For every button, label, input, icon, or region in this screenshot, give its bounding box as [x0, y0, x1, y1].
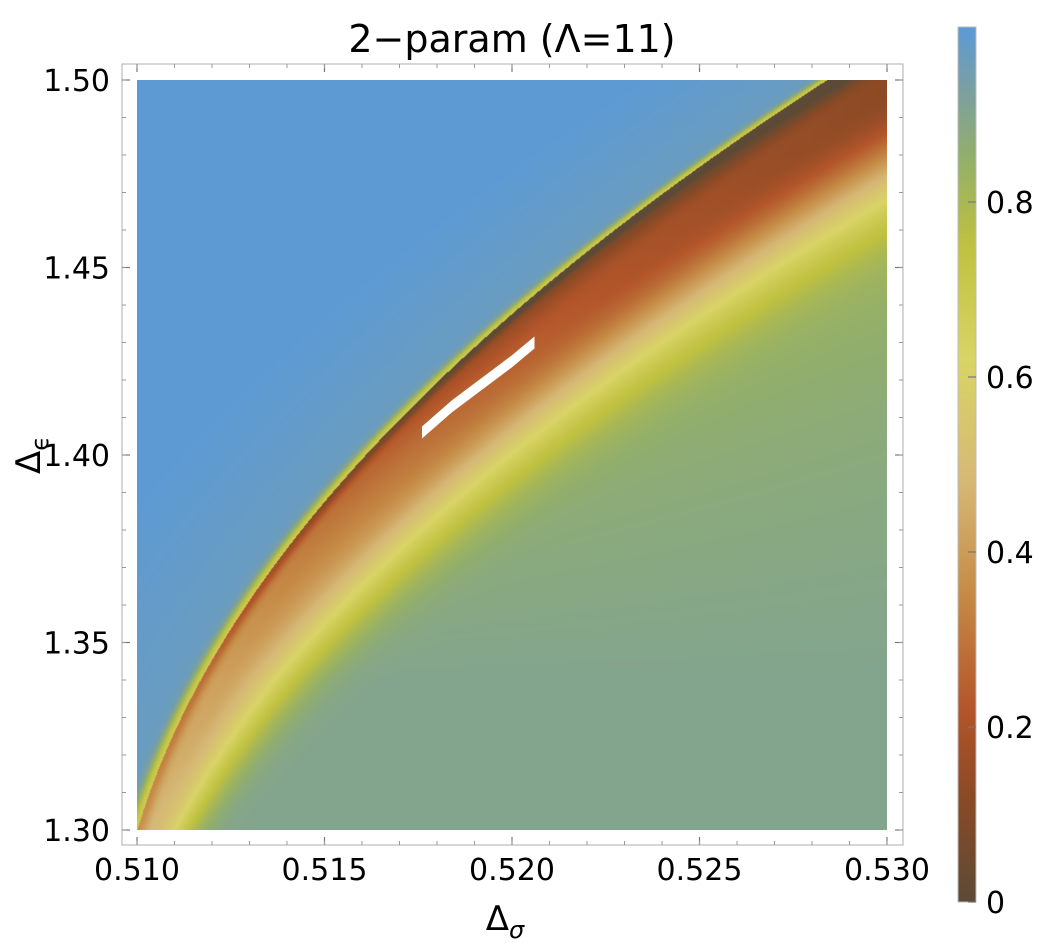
- chart-title: 2−param (Λ=11): [348, 17, 675, 61]
- x-tick-label-0: 0.510: [94, 853, 180, 888]
- colorbar: [957, 26, 977, 903]
- x-tick-label-3: 0.525: [657, 853, 743, 888]
- y-tick-label-3: 1.45: [43, 252, 110, 287]
- heatmap-area: [137, 80, 887, 830]
- y-axis-label: Δϵ: [9, 436, 54, 474]
- colorbar-tick-label-1: 0.2: [986, 711, 1034, 746]
- y-tick-label-1: 1.35: [43, 627, 110, 662]
- y-tick-label-2: 1.40: [43, 439, 110, 474]
- colorbar-ticks: 0 0.2 0.4 0.6 0.8: [968, 186, 1034, 921]
- colorbar-tick-label-2: 0.4: [986, 536, 1034, 571]
- x-tick-label-1: 0.515: [282, 853, 368, 888]
- allowed-region: [422, 336, 535, 439]
- y-axis-ticks: 1.30 1.35 1.40 1.45 1.50: [43, 64, 903, 849]
- y-tick-label-0: 1.30: [43, 814, 110, 849]
- x-tick-label-4: 0.530: [844, 853, 930, 888]
- minor-ticks: [122, 64, 903, 845]
- colorbar-tick-label-4: 0.8: [986, 186, 1034, 221]
- colorbar-tick-label-0: 0: [986, 886, 1005, 921]
- colorbar-tick-label-3: 0.6: [986, 361, 1034, 396]
- y-tick-label-4: 1.50: [43, 64, 110, 99]
- x-axis-ticks: 0.510 0.515 0.520 0.525 0.530: [94, 64, 930, 888]
- x-tick-label-2: 0.520: [469, 853, 555, 888]
- x-axis-label: Δσ: [486, 899, 525, 944]
